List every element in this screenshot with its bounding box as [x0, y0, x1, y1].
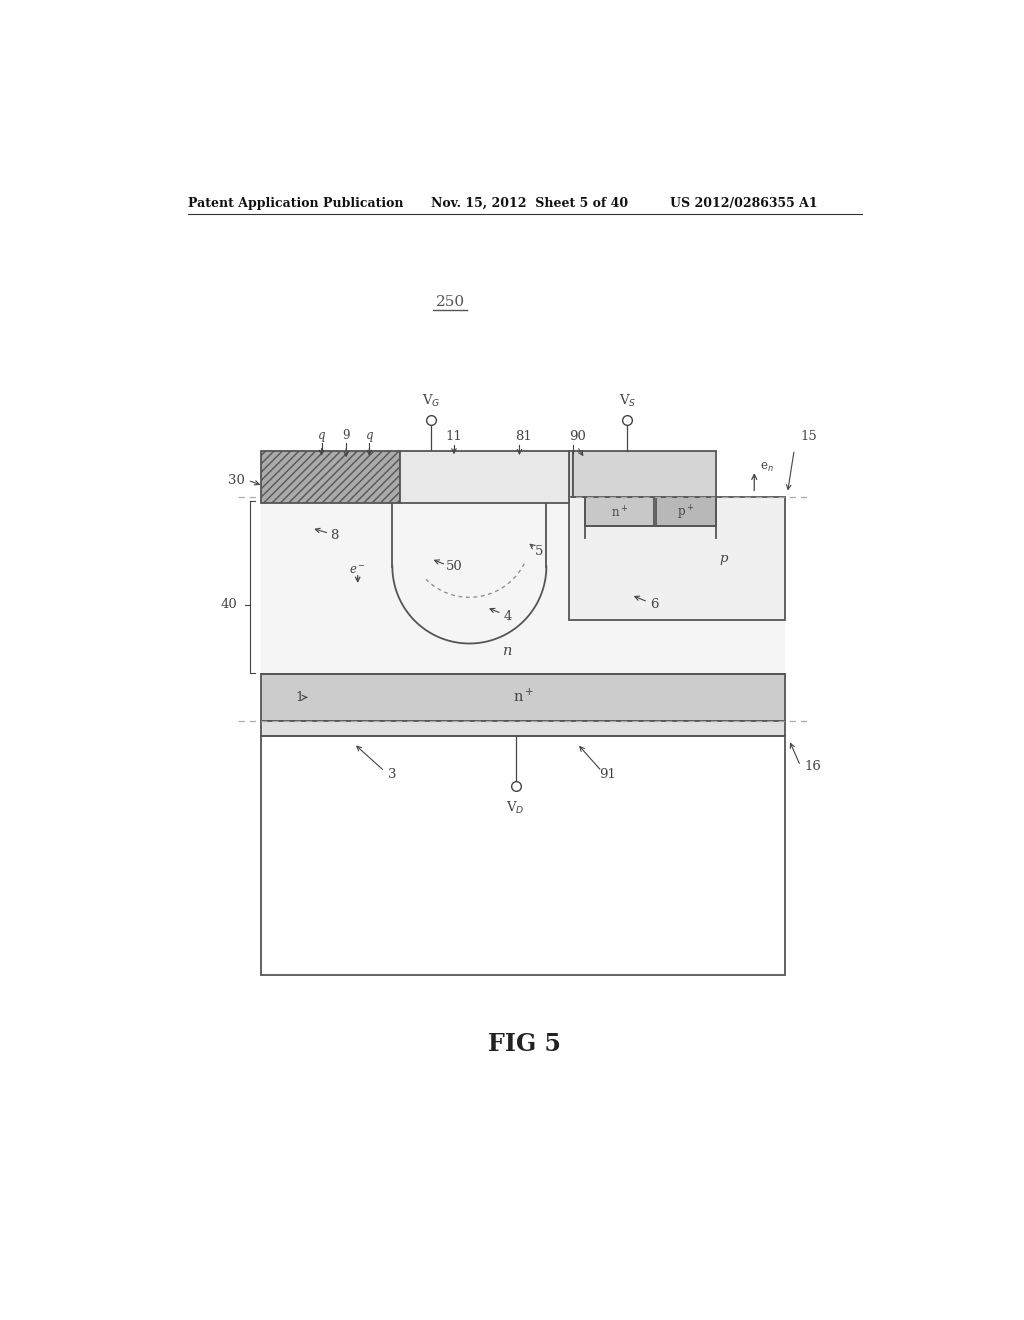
Text: 250: 250 [435, 294, 465, 309]
Text: 6: 6 [650, 598, 658, 611]
Text: V$_G$: V$_G$ [422, 393, 440, 409]
Text: 4: 4 [504, 610, 512, 623]
Bar [261, 451, 400, 503]
Text: n$^+$: n$^+$ [513, 688, 534, 705]
Text: e$^-$: e$^-$ [349, 564, 366, 577]
Text: e$_n$: e$_n$ [761, 462, 774, 474]
Text: 91: 91 [599, 768, 616, 781]
Text: p$^+$: p$^+$ [677, 503, 694, 521]
Text: 3: 3 [388, 768, 396, 781]
Text: FIG 5: FIG 5 [488, 1032, 561, 1056]
Text: 8: 8 [331, 529, 339, 543]
Text: 16: 16 [804, 760, 821, 774]
Text: 5: 5 [535, 545, 543, 557]
Bar [585, 498, 654, 527]
Text: n: n [503, 644, 513, 659]
Text: US 2012/0286355 A1: US 2012/0286355 A1 [670, 197, 817, 210]
Text: 50: 50 [445, 560, 462, 573]
Bar [400, 451, 569, 503]
Bar [569, 498, 785, 620]
Bar [656, 498, 716, 527]
Text: 81: 81 [515, 430, 531, 444]
Text: 15: 15 [801, 430, 817, 444]
Text: 11: 11 [445, 430, 462, 444]
Text: q: q [317, 429, 326, 442]
Text: q: q [366, 429, 373, 442]
Text: n$^+$: n$^+$ [611, 506, 628, 520]
Bar [261, 498, 785, 675]
Bar [261, 498, 569, 503]
Text: 30: 30 [227, 474, 245, 487]
Bar [569, 451, 573, 498]
Text: V$_S$: V$_S$ [618, 393, 636, 409]
Text: 9: 9 [342, 429, 350, 442]
Text: 90: 90 [568, 430, 586, 444]
Text: V$_D$: V$_D$ [506, 800, 525, 816]
Bar [261, 675, 785, 721]
Text: 1: 1 [296, 690, 304, 704]
Text: p: p [719, 552, 728, 565]
Text: Nov. 15, 2012  Sheet 5 of 40: Nov. 15, 2012 Sheet 5 of 40 [431, 197, 628, 210]
Bar [261, 737, 785, 974]
Bar [573, 451, 716, 498]
Text: 40: 40 [220, 598, 237, 611]
Bar [261, 721, 785, 737]
Text: Patent Application Publication: Patent Application Publication [188, 197, 403, 210]
